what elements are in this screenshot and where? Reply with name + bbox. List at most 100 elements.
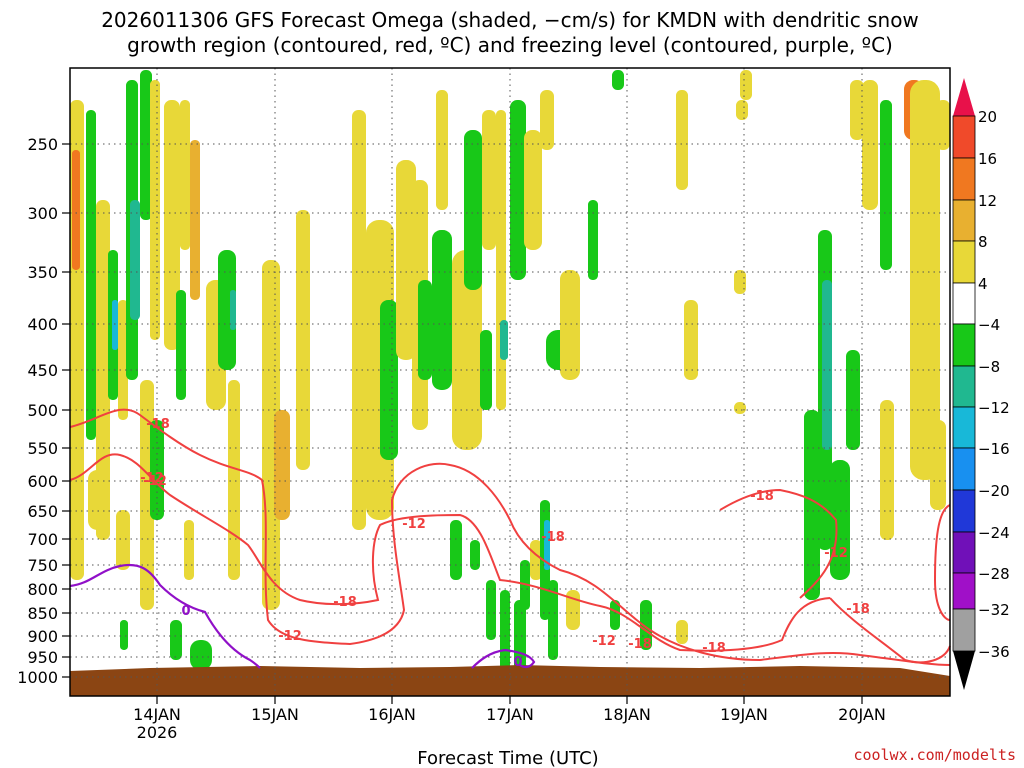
colorbar-band	[952, 406, 976, 449]
omega-cell	[176, 290, 186, 400]
omega-cell	[190, 140, 200, 300]
colorbar-label: 8	[978, 233, 988, 251]
colorbar-band	[952, 608, 976, 652]
omega-cell	[740, 70, 752, 100]
colorbar-bottom-arrow	[953, 651, 975, 690]
dgz-contour-line	[69, 453, 831, 652]
dgz-contour-line	[829, 597, 951, 664]
omega-cell	[496, 110, 506, 410]
x-tick-label: 16JAN	[368, 705, 416, 724]
x-tick-label: 14JAN	[133, 705, 181, 724]
omega-cell	[380, 300, 398, 460]
dgz-contour-label: -18	[846, 602, 870, 617]
x-tick-label: 15JAN	[251, 705, 299, 724]
colorbar-label: −16	[978, 440, 1010, 458]
omega-cell	[464, 130, 482, 290]
omega-cell	[880, 400, 894, 540]
dgz-contour-label: -12	[278, 629, 302, 644]
colorbar-top-arrow	[953, 78, 975, 116]
colorbar: 20 16 12 8 4 −4 −8 −12 −16 −20 −24 −28 −32 −36	[952, 78, 1010, 690]
y-tick-label: 350	[27, 263, 58, 282]
dgz-contour-label: -18	[333, 595, 357, 610]
omega-cell	[548, 580, 558, 660]
omega-cell	[910, 80, 940, 480]
ground-fill	[70, 665, 950, 696]
y-tick-label: 400	[27, 315, 58, 334]
omega-cell	[862, 80, 878, 210]
y-tick-label: 250	[27, 135, 58, 154]
chart-title-line1: 2026011306 GFS Forecast Omega (shaded, −…	[101, 8, 919, 32]
omega-cell	[936, 100, 950, 150]
colorbar-band	[952, 115, 976, 159]
x-tick-label: 17JAN	[486, 705, 534, 724]
colorbar-label: −8	[978, 358, 1000, 376]
omega-cell	[846, 350, 860, 450]
omega-cell	[150, 80, 160, 340]
colorbar-band	[952, 282, 976, 325]
y-tick-label: 950	[27, 648, 58, 667]
y-tick-label: 850	[27, 604, 58, 623]
freezing-level-line	[471, 648, 536, 669]
y-tick-label: 900	[27, 627, 58, 646]
omega-cell	[734, 402, 746, 414]
dgz-contour-label: -12	[592, 634, 616, 649]
y-tick-label: 500	[27, 401, 58, 420]
omega-cell	[530, 540, 542, 580]
omega-cell	[676, 620, 688, 644]
omega-cell	[296, 210, 310, 470]
freezing-level-line	[69, 563, 261, 669]
colorbar-band	[952, 365, 976, 408]
omega-cell	[560, 270, 580, 380]
omega-cell	[588, 200, 598, 280]
omega-cell	[482, 110, 496, 250]
colorbar-band	[952, 572, 976, 610]
y-axis-pressure-ticks: 250 300 350 400 450 500 550 600 650 700 750 800 850 9…	[17, 135, 70, 687]
colorbar-label: 20	[978, 108, 997, 126]
omega-cell	[470, 540, 480, 570]
omega-cell	[806, 560, 816, 600]
temperature-contours: -18-12-12-18-12 -12 -18-18-12-18-18-12-180…	[69, 408, 951, 670]
omega-cell	[88, 470, 108, 530]
colorbar-band	[952, 199, 976, 242]
omega-cell	[274, 410, 290, 520]
omega-cell	[120, 620, 128, 650]
y-tick-label: 1000	[17, 668, 58, 687]
omega-cell	[480, 330, 492, 410]
dgz-contour-line	[933, 504, 951, 621]
y-tick-label: 450	[27, 361, 58, 380]
colorbar-label: −28	[978, 565, 1010, 583]
dgz-contour-label: -12	[143, 474, 167, 489]
omega-cell	[500, 590, 510, 670]
omega-cell	[684, 300, 698, 380]
omega-cell	[612, 70, 624, 90]
x-axis-title: Forecast Time (UTC)	[417, 748, 598, 768]
y-tick-label: 700	[27, 530, 58, 549]
colorbar-band	[952, 157, 976, 201]
omega-cell	[170, 620, 182, 660]
omega-cell	[930, 420, 946, 510]
colorbar-label: −36	[978, 643, 1010, 661]
colorbar-label: −32	[978, 601, 1010, 619]
omega-cell	[180, 100, 190, 250]
omega-cell	[130, 200, 140, 320]
chart-title-line2: growth region (contoured, red, ºC) and f…	[127, 33, 893, 57]
omega-cell	[436, 90, 448, 210]
omega-cell	[190, 640, 212, 670]
colorbar-label: −12	[978, 399, 1010, 417]
omega-cell	[676, 90, 688, 190]
omega-cell	[228, 380, 240, 580]
y-tick-label: 300	[27, 204, 58, 223]
colorbar-label: −24	[978, 524, 1010, 542]
omega-cell	[72, 150, 80, 270]
dgz-contour-label: -18	[541, 530, 565, 545]
omega-cell	[804, 410, 820, 600]
omega-cell	[352, 110, 366, 530]
y-tick-label: 800	[27, 580, 58, 599]
freezing-contour-label: 0	[513, 655, 522, 670]
omega-cell	[450, 520, 462, 580]
omega-cell	[218, 250, 236, 370]
omega-cell	[510, 100, 526, 280]
omega-cell	[112, 300, 118, 350]
colorbar-label: 16	[978, 150, 997, 168]
